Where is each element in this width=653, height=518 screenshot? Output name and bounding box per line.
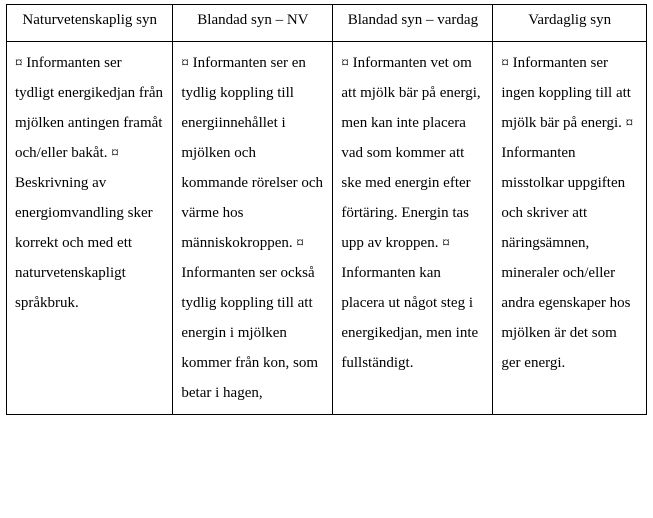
table-header-row: Naturvetenskaplig syn Blandad syn – NV B…	[7, 5, 647, 42]
cell-blandad-vardag: ¤ Informanten vet om att mjölk bär på en…	[333, 41, 493, 414]
cell-vardaglig: ¤ Informanten ser ingen koppling till at…	[493, 41, 647, 414]
table-row: ¤ Informanten ser tydligt energikedjan f…	[7, 41, 647, 414]
cell-naturvetenskaplig: ¤ Informanten ser tydligt energikedjan f…	[7, 41, 173, 414]
cell-blandad-nv: ¤ Informanten ser en tydlig koppling til…	[173, 41, 333, 414]
col-header-3: Blandad syn – vardag	[333, 5, 493, 42]
col-header-2: Blandad syn – NV	[173, 5, 333, 42]
document-page: Naturvetenskaplig syn Blandad syn – NV B…	[0, 0, 653, 518]
criteria-table: Naturvetenskaplig syn Blandad syn – NV B…	[6, 4, 647, 415]
col-header-4: Vardaglig syn	[493, 5, 647, 42]
col-header-1: Naturvetenskaplig syn	[7, 5, 173, 42]
